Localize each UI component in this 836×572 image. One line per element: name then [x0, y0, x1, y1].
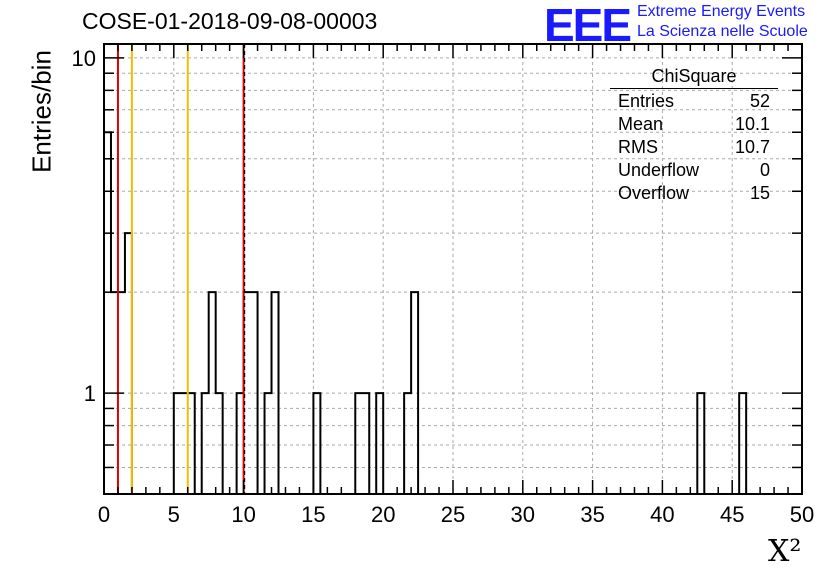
stats-label: Mean	[618, 114, 664, 134]
stats-row-mean: Mean 10.1	[610, 113, 778, 136]
x-tick-label: 45	[720, 502, 744, 527]
eee-logo-line1: Extreme Energy Events	[637, 3, 806, 20]
stats-row-underflow: Underflow 0	[610, 159, 778, 182]
x-tick-label: 50	[790, 502, 814, 527]
stats-value: 15	[749, 183, 770, 203]
histogram-bar	[104, 132, 111, 494]
y-tick-label: 1	[84, 381, 96, 406]
histogram-bar	[125, 233, 132, 494]
y-tick-label: 10	[72, 46, 96, 71]
x-tick-label: 10	[231, 502, 255, 527]
stats-value: 52	[749, 91, 770, 111]
x-tick-label: 40	[650, 502, 674, 527]
y-axis-label: Entries/bin	[26, 50, 57, 173]
stats-label: Entries	[618, 91, 675, 111]
stats-label: Overflow	[618, 183, 690, 203]
x-tick-label: 25	[441, 502, 465, 527]
stats-box: ChiSquare Entries 52 Mean 10.1 RMS 10.7 …	[610, 66, 778, 205]
eee-logo-line2: La Scienza nelle Scuole	[637, 23, 808, 40]
x-tick-label: 5	[168, 502, 180, 527]
stats-label: RMS	[618, 137, 658, 157]
stats-row-entries: Entries 52	[610, 90, 778, 113]
stats-value: 0	[759, 160, 770, 180]
x-tick-label: 15	[301, 502, 325, 527]
stats-row-rms: RMS 10.7	[610, 136, 778, 159]
stats-value: 10.1	[734, 114, 770, 134]
stats-value: 10.7	[734, 137, 770, 157]
x-tick-label: 20	[371, 502, 395, 527]
stats-label: Underflow	[618, 160, 700, 180]
eee-logo: EEE	[544, 0, 632, 51]
x-tick-label: 30	[511, 502, 535, 527]
x-tick-label: 35	[580, 502, 604, 527]
stats-title: ChiSquare	[610, 66, 778, 89]
x-tick-label: 0	[98, 502, 110, 527]
stats-row-overflow: Overflow 15	[610, 182, 778, 205]
plot-title: COSE-01-2018-09-08-00003	[82, 8, 378, 34]
x-axis-label: X²	[768, 534, 802, 569]
